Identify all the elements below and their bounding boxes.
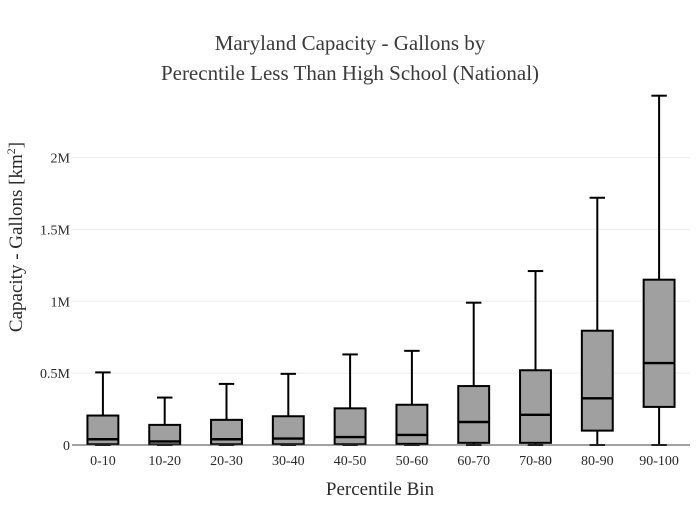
y-tick-label: 0 [63,439,70,454]
y-tick-label: 2M [51,152,71,167]
x-tick-label: 40-50 [334,454,367,469]
box-iqr [519,369,552,444]
y-tick-label: 0.5M [40,367,71,382]
x-tick-label: 0-10 [90,454,116,469]
y-tick-label: 1M [51,295,71,310]
box-iqr [395,403,429,445]
box-iqr [580,329,614,432]
y-axis-title-main: Capacity - Gallons [km [6,154,27,332]
box-series [86,94,676,446]
y-tick-label: 1.5M [40,223,71,238]
box-iqr [642,278,676,408]
chart-title-line-2: Perecntile Less Than High School (Nation… [161,61,539,85]
y-axis-title: Capacity - Gallons [km2] [4,142,27,332]
box-10-20 [148,396,182,446]
box-50-60 [395,349,429,446]
x-axis-title: Percentile Bin [326,479,435,500]
box-20-30 [210,382,243,446]
chart-title-line-1: Maryland Capacity - Gallons by [215,31,486,55]
box-40-50 [333,353,367,446]
box-iqr [333,407,367,446]
x-tick-label: 20-30 [210,454,243,469]
x-tick-label: 90-100 [639,454,679,469]
box-iqr [457,385,491,444]
box-90-100 [642,94,676,446]
box-0-10 [86,371,120,446]
x-tick-label: 30-40 [272,454,305,469]
box-iqr [271,415,305,446]
x-tick-label: 70-80 [519,454,552,469]
box-80-90 [580,196,614,446]
x-tick-label: 80-90 [581,454,614,469]
y-axis-title-superscript: 2 [4,148,18,154]
box-30-40 [271,372,305,446]
x-tick-label: 10-20 [148,454,181,469]
x-tick-label: 50-60 [396,454,429,469]
box-iqr [210,418,243,446]
axes: 0 0.5M 1M 1.5M 2M 0-10 10-20 20-30 30-40 40-50 50-… [40,152,690,469]
box-60-70 [457,301,491,446]
y-axis-title-suffix: ] [6,142,27,148]
box-70-80 [519,270,552,446]
x-tick-label: 60-70 [457,454,490,469]
